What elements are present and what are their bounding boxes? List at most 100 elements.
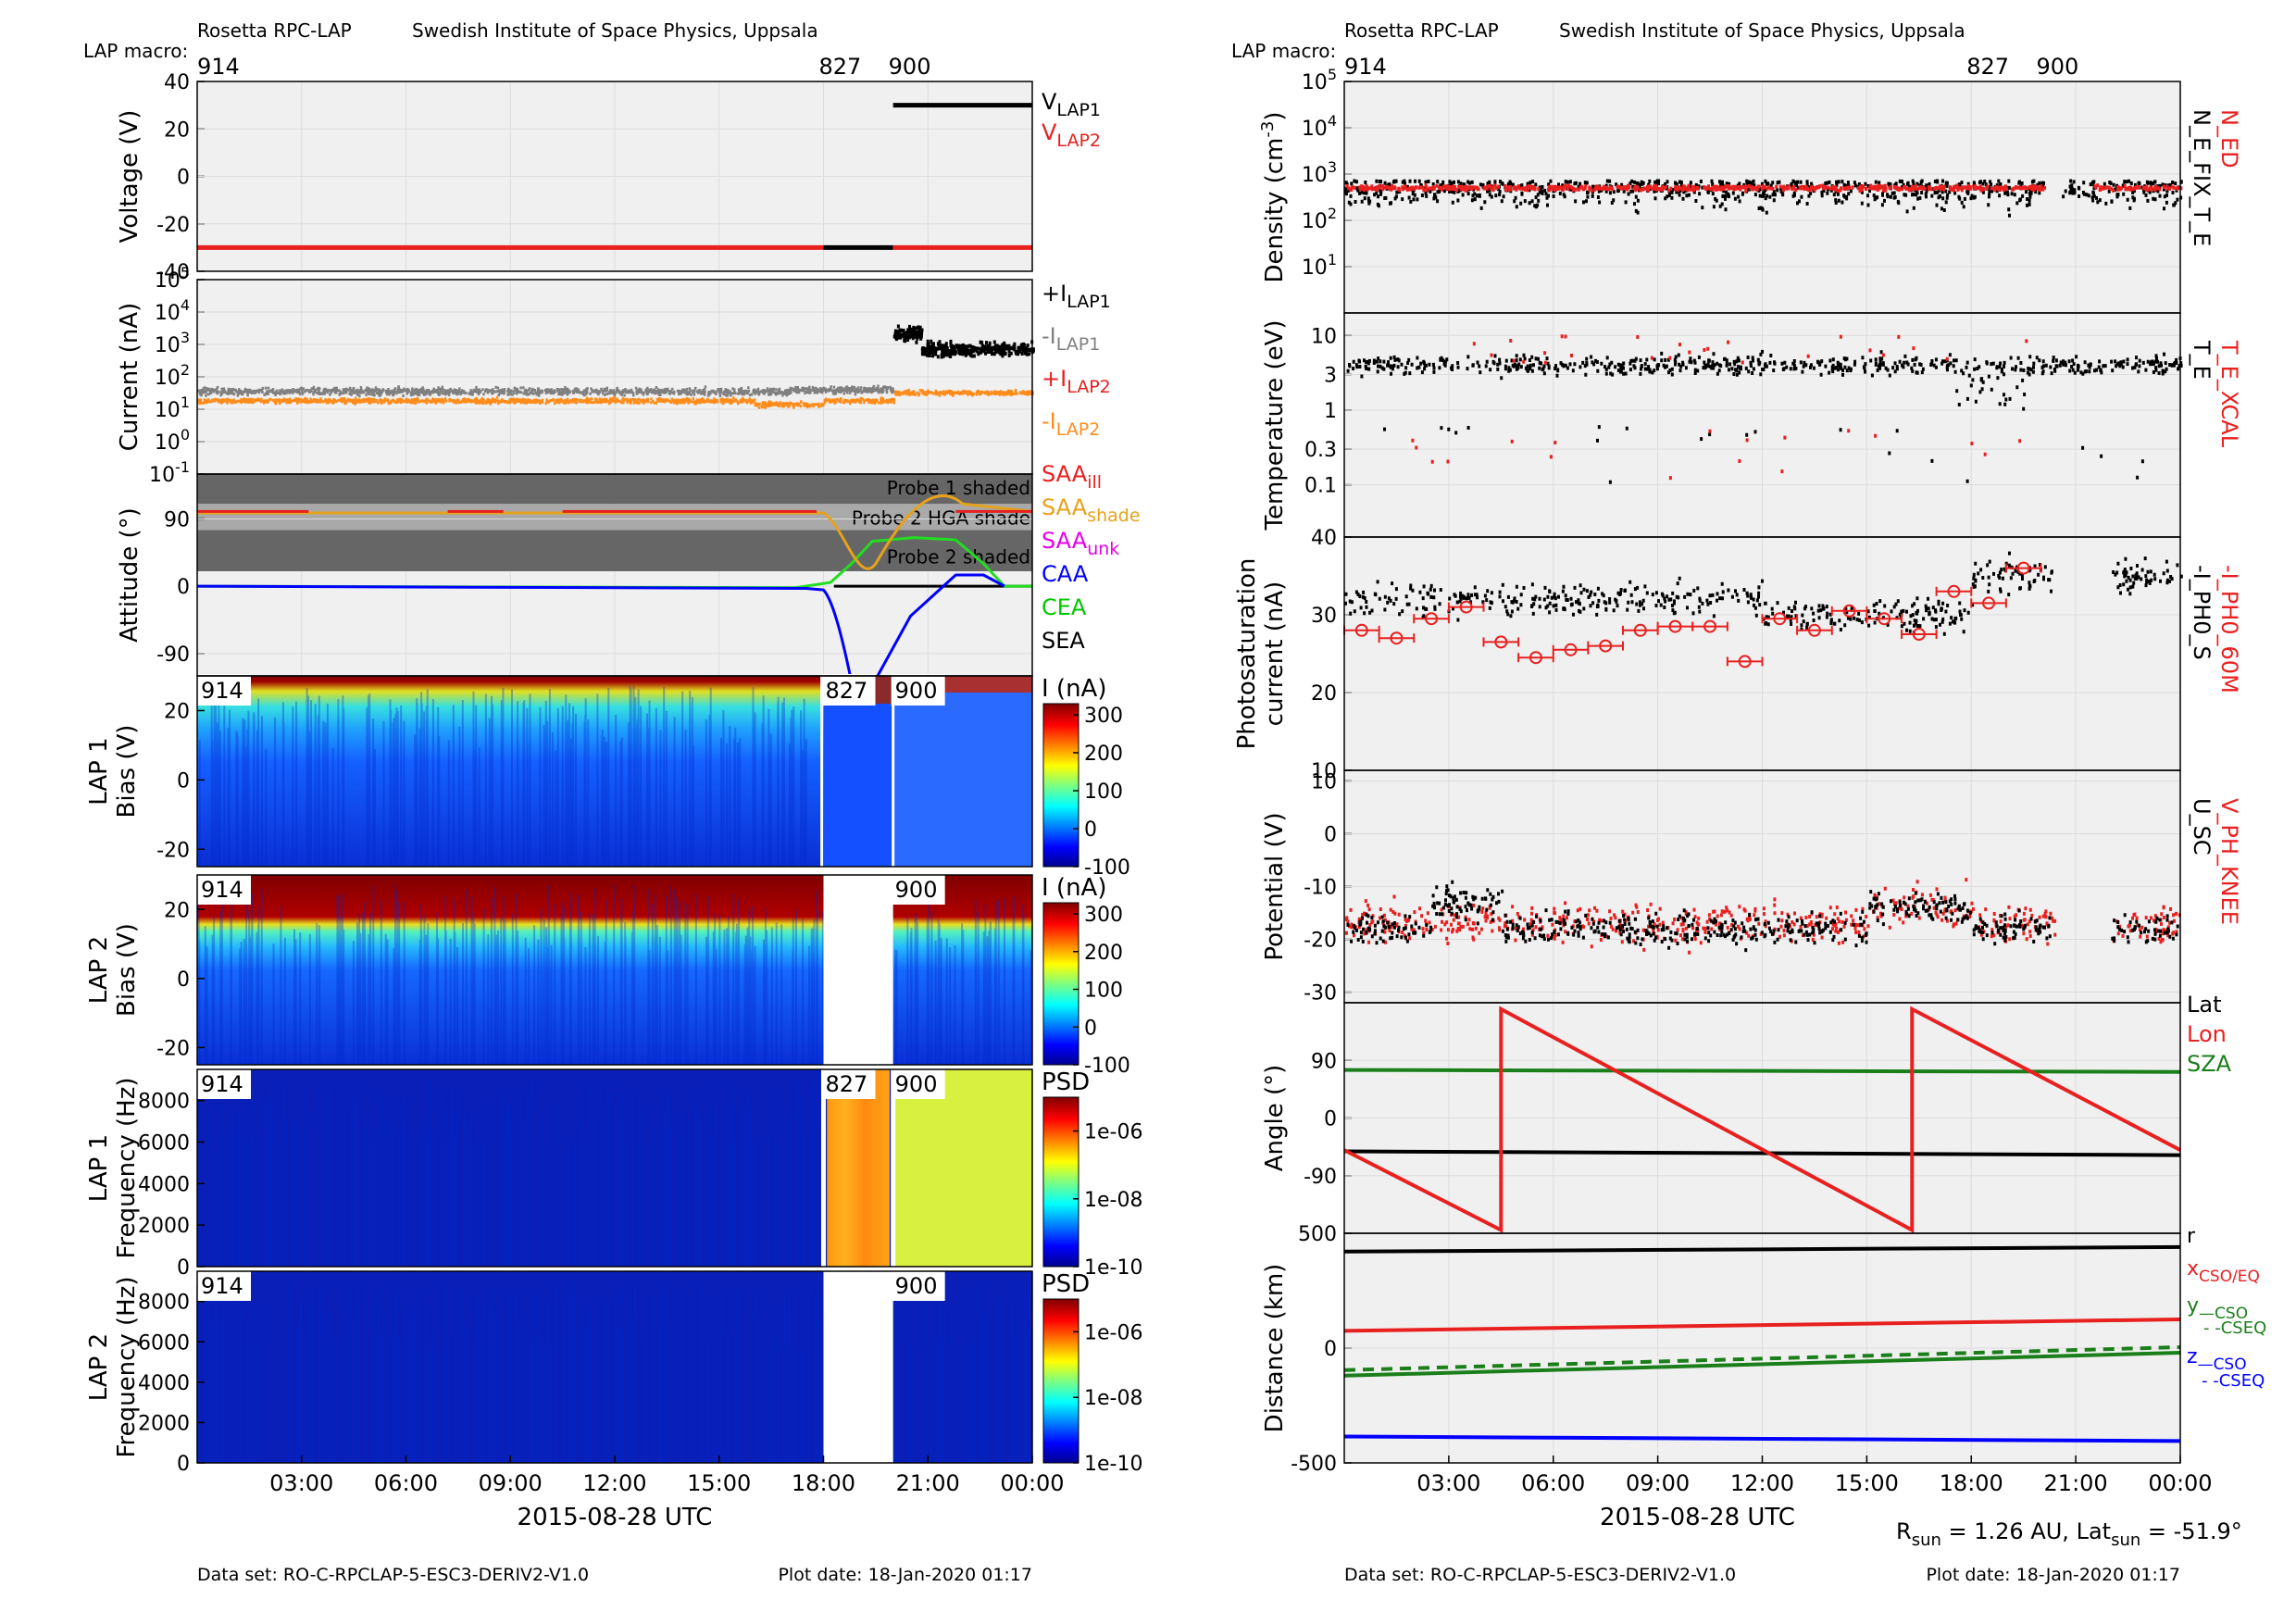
right-xtick-label: 18:00 [1940, 1470, 2003, 1496]
ytick-label: 1 [1324, 400, 1337, 423]
legend-current-0: +ILAP1 [1042, 281, 1111, 312]
ylabel-lap2_freq: LAP 2 [85, 1333, 113, 1401]
colorbar-tick-label: 0 [1084, 818, 1097, 842]
band-probe1-shaded [197, 474, 1032, 505]
ytick-label: 0 [177, 968, 190, 992]
band-label-probe2: Probe 2 shaded [887, 546, 1030, 568]
distance-series-y [1343, 1351, 2181, 1378]
footer-dataset-left: Data set: RO-C-RPCLAP-5-ESC3-DERIV2-V1.0 [197, 1565, 589, 1585]
macro-box [197, 674, 251, 706]
photosat-series-I_PH0_S [1344, 551, 2183, 636]
macro-box-label: 914 [201, 1071, 243, 1097]
angle-series-SZA [1343, 1068, 2181, 1074]
photosat-point-I_PH0_60M [1354, 623, 1368, 637]
macro-box-label: 914 [201, 678, 243, 704]
photosat-point-I_PH0_60M [1459, 600, 1473, 614]
ytick-label: 105 [155, 264, 190, 293]
ytick-label: 0 [1324, 1108, 1337, 1131]
legend-temperature-0: T_E_XCAL [2216, 340, 2242, 448]
ytick-label: 0.3 [1304, 439, 1337, 462]
macro-tag-left: 827 [819, 54, 862, 80]
macro-box [197, 873, 251, 905]
ytick-label: 0 [177, 769, 190, 793]
ytick-label: -20 [156, 1037, 190, 1060]
colorbar-tick-label: -100 [1084, 1055, 1130, 1078]
footer-dataset-right: Data set: RO-C-RPCLAP-5-ESC3-DERIV2-V1.0 [1344, 1565, 1736, 1585]
ylabel-lap1_bias: LAP 1 [85, 737, 113, 805]
photosat-point-I_PH0_60M [1807, 623, 1821, 637]
ytick-label: -20 [1304, 930, 1337, 953]
heatmap-gap-lap2_bias [823, 875, 893, 1065]
distance-series-y-cseq [1343, 1345, 2181, 1372]
ylabel-density: Density (cm-3) [1258, 112, 1289, 283]
legend-current-1: -ILAP1 [1042, 323, 1100, 355]
heatmap-streaks-lap2_freq [196, 1280, 1033, 1463]
colorbar-lap1_freq [1042, 1096, 1079, 1268]
colorbar-tick-label: 200 [1084, 942, 1123, 965]
band-label-probe1: Probe 1 shaded [887, 477, 1030, 499]
legend-voltage-1: VLAP2 [1042, 119, 1101, 151]
photosat-point-I_PH0_60M [1842, 604, 1856, 618]
rsun-lat-text: Rsun = 1.26 AU, Latsun = -51.9° [1896, 1518, 2242, 1550]
ylabel-lap1_bias: Bias (V) [113, 725, 141, 818]
ytick-label: 40 [1311, 527, 1337, 550]
heatmap-gap-lap2_freq [823, 1271, 893, 1463]
photosat-point-I_PH0_60M [1982, 596, 1996, 610]
right-xtick-label: 21:00 [2044, 1470, 2108, 1496]
current-series--ILAP1 [197, 384, 895, 398]
legend-distance-4: z—CSO [2187, 1345, 2247, 1374]
photosat-point-I_PH0_60M [1947, 584, 1961, 598]
heatmap-streaks-lap1_bias [198, 685, 1030, 867]
angle-series-Lon [1343, 1006, 2181, 1233]
ylabel-lap2_bias: LAP 2 [85, 936, 113, 1004]
left-xtick-label: 15:00 [687, 1470, 751, 1496]
ytick-label: 0.1 [1304, 475, 1337, 498]
legend-potential-1: U_SC [2189, 798, 2215, 856]
ytick-label: 102 [155, 361, 190, 390]
ylabel-photosat: current (nA) [1261, 581, 1289, 727]
macro-tag-left: 914 [197, 54, 240, 80]
header-title-left: Rosetta RPC-LAP [197, 19, 352, 42]
ytick-label: 8000 [138, 1091, 190, 1114]
ytick-label: 105 [1302, 66, 1337, 94]
photosat-point-I_PH0_60M [1633, 623, 1647, 637]
macro-box-label: 900 [895, 877, 938, 903]
colorbar-tick-label: 100 [1084, 980, 1123, 1003]
legend-angle-1: Lon [2187, 1021, 2227, 1047]
left-xtick-label: 12:00 [582, 1470, 646, 1496]
photosat-point-I_PH0_60M [1773, 612, 1787, 626]
ytick-label: -90 [1304, 1166, 1337, 1189]
header-title-right: Rosetta RPC-LAP [1344, 19, 1499, 42]
colorbar-tick-label: 200 [1084, 743, 1123, 766]
ytick-label: 0 [177, 167, 190, 190]
ylabel-distance: Distance (km) [1261, 1264, 1289, 1433]
colorbar-tick-label: 1e-08 [1084, 1387, 1142, 1410]
colorbar-tick-label: 1e-08 [1084, 1189, 1142, 1212]
ytick-label: 0 [177, 1453, 190, 1476]
ytick-label: 0 [177, 576, 190, 599]
macro-box [197, 1068, 251, 1099]
left-xtick-label: 06:00 [374, 1470, 438, 1496]
lap1-bias-827 [823, 676, 893, 867]
colorbar-label-lap2_bias: I (nA) [1042, 874, 1106, 902]
ylabel-current: Current (nA) [116, 303, 144, 451]
left-xtick-label: 21:00 [896, 1470, 960, 1496]
right-xtick-label: 03:00 [1416, 1470, 1480, 1496]
lap1-freq-900 [894, 1069, 1032, 1267]
legend-attitude-4: CEA [1042, 594, 1087, 620]
macro-box-label: 827 [826, 1071, 868, 1097]
legend-temperature-1: T_E [2189, 340, 2215, 380]
ytick-label: 20 [164, 119, 190, 142]
macro-box-label: 900 [895, 678, 938, 704]
colorbar-tick-label: 100 [1084, 781, 1123, 804]
ytick-label: 0 [1324, 1338, 1337, 1361]
legend-angle-2: SZA [2187, 1051, 2232, 1077]
legend-potential-0: V_PH_KNEE [2216, 798, 2242, 925]
ytick-label: 10 [1311, 760, 1337, 783]
ytick-label: 10 [1311, 325, 1337, 348]
colorbar-tick-label: 1e-10 [1084, 1256, 1142, 1280]
legend-current-2: +ILAP2 [1042, 366, 1111, 397]
legend-attitude-3: CAA [1042, 561, 1089, 587]
ytick-label: 4000 [138, 1372, 190, 1395]
ylabel-lap1_freq: LAP 1 [85, 1134, 113, 1202]
